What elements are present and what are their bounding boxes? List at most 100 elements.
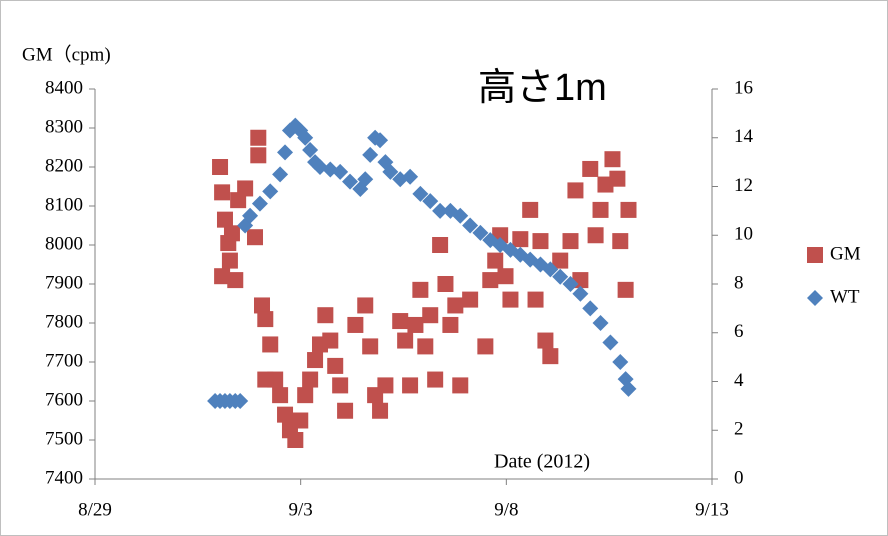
point-gm — [542, 348, 559, 365]
x-tick-label: 8/29 — [78, 499, 112, 520]
point-gm — [487, 252, 504, 269]
point-gm — [447, 297, 464, 314]
point-gm — [257, 311, 274, 328]
point-gm — [237, 180, 254, 197]
point-wt — [362, 146, 379, 163]
point-gm — [482, 272, 499, 289]
point-wt — [297, 129, 314, 146]
y2-tick-label: 4 — [734, 370, 744, 391]
y-tick-label: 7400 — [45, 467, 83, 488]
point-gm — [477, 338, 494, 355]
point-gm — [223, 225, 240, 242]
point-gm — [277, 406, 294, 423]
y2-tick-label: 16 — [734, 77, 753, 98]
point-gm — [216, 211, 233, 228]
y2-tick-label: 8 — [734, 272, 744, 293]
legend-swatch — [807, 247, 823, 263]
point-gm — [612, 233, 629, 250]
point-gm — [347, 316, 364, 333]
point-gm — [432, 237, 449, 253]
y-tick-label: 8100 — [45, 194, 83, 215]
point-gm — [422, 307, 439, 324]
point-gm — [362, 338, 379, 355]
point-gm — [254, 297, 271, 314]
point-wt — [562, 276, 579, 292]
point-gm — [392, 313, 409, 330]
y2-tick-label: 12 — [734, 175, 753, 196]
chart-title: GM（cpm) — [22, 43, 111, 65]
point-gm — [250, 129, 267, 146]
y-tick-label: 7600 — [45, 389, 83, 410]
point-gm — [407, 316, 424, 333]
point-gm — [402, 377, 419, 394]
point-wt — [542, 261, 559, 278]
x-tick-label: 9/8 — [494, 499, 518, 520]
point-gm — [437, 276, 454, 292]
point-wt — [232, 393, 249, 409]
point-gm — [527, 291, 544, 308]
point-gm — [412, 281, 429, 298]
point-gm — [262, 336, 279, 353]
point-gm — [562, 233, 579, 250]
legend-label: WT — [830, 286, 860, 307]
point-gm — [497, 268, 514, 285]
point-wt — [462, 217, 479, 234]
y-tick-label: 7900 — [45, 272, 83, 293]
point-wt — [251, 195, 268, 212]
point-wt — [582, 300, 599, 317]
point-wt — [472, 224, 489, 241]
point-wt — [357, 171, 374, 188]
point-gm — [537, 332, 554, 349]
point-gm — [512, 231, 529, 248]
x-axis-label: Date (2012) — [494, 451, 590, 473]
point-wt — [602, 334, 619, 351]
point-gm — [620, 201, 637, 218]
point-gm — [287, 432, 304, 448]
point-gm — [397, 332, 414, 349]
x-tick-label: 9/3 — [289, 499, 313, 520]
point-gm — [582, 160, 599, 177]
point-wt — [452, 207, 469, 224]
y-tick-label: 7500 — [45, 428, 83, 449]
point-gm — [417, 338, 434, 355]
y-tick-label: 7800 — [45, 311, 83, 332]
point-wt — [332, 163, 349, 180]
point-gm — [552, 252, 569, 269]
annotation: 高さ1m — [478, 67, 607, 109]
point-wt — [432, 202, 449, 219]
y-tick-label: 8400 — [45, 77, 83, 98]
y2-tick-label: 2 — [734, 419, 744, 440]
point-gm — [227, 272, 244, 289]
point-gm — [214, 184, 231, 201]
point-gm — [221, 252, 238, 269]
point-wt — [412, 185, 429, 202]
point-gm — [592, 201, 609, 218]
x-tick-label: 9/13 — [695, 499, 729, 520]
point-gm — [532, 233, 549, 250]
point-wt — [552, 268, 569, 285]
point-wt — [272, 166, 289, 183]
y-tick-label: 8200 — [45, 155, 83, 176]
point-gm — [462, 291, 479, 308]
point-gm — [247, 229, 264, 246]
y-tick-label: 8000 — [45, 233, 83, 254]
y-tick-label: 7700 — [45, 350, 83, 371]
point-gm — [427, 371, 444, 388]
point-gm — [617, 281, 634, 298]
point-gm — [322, 332, 339, 349]
y2-tick-label: 14 — [734, 126, 754, 147]
point-gm — [307, 352, 324, 369]
point-gm — [567, 182, 584, 199]
point-gm — [442, 316, 459, 333]
point-gm — [502, 291, 519, 308]
point-gm — [357, 297, 374, 314]
point-gm — [604, 151, 621, 168]
point-wt — [620, 380, 637, 397]
point-wt — [422, 193, 439, 210]
point-wt — [382, 163, 399, 180]
point-gm — [377, 377, 394, 394]
y-tick-label: 8300 — [45, 116, 83, 137]
y2-tick-label: 10 — [734, 224, 753, 245]
point-gm — [522, 201, 539, 218]
point-wt — [572, 285, 589, 302]
